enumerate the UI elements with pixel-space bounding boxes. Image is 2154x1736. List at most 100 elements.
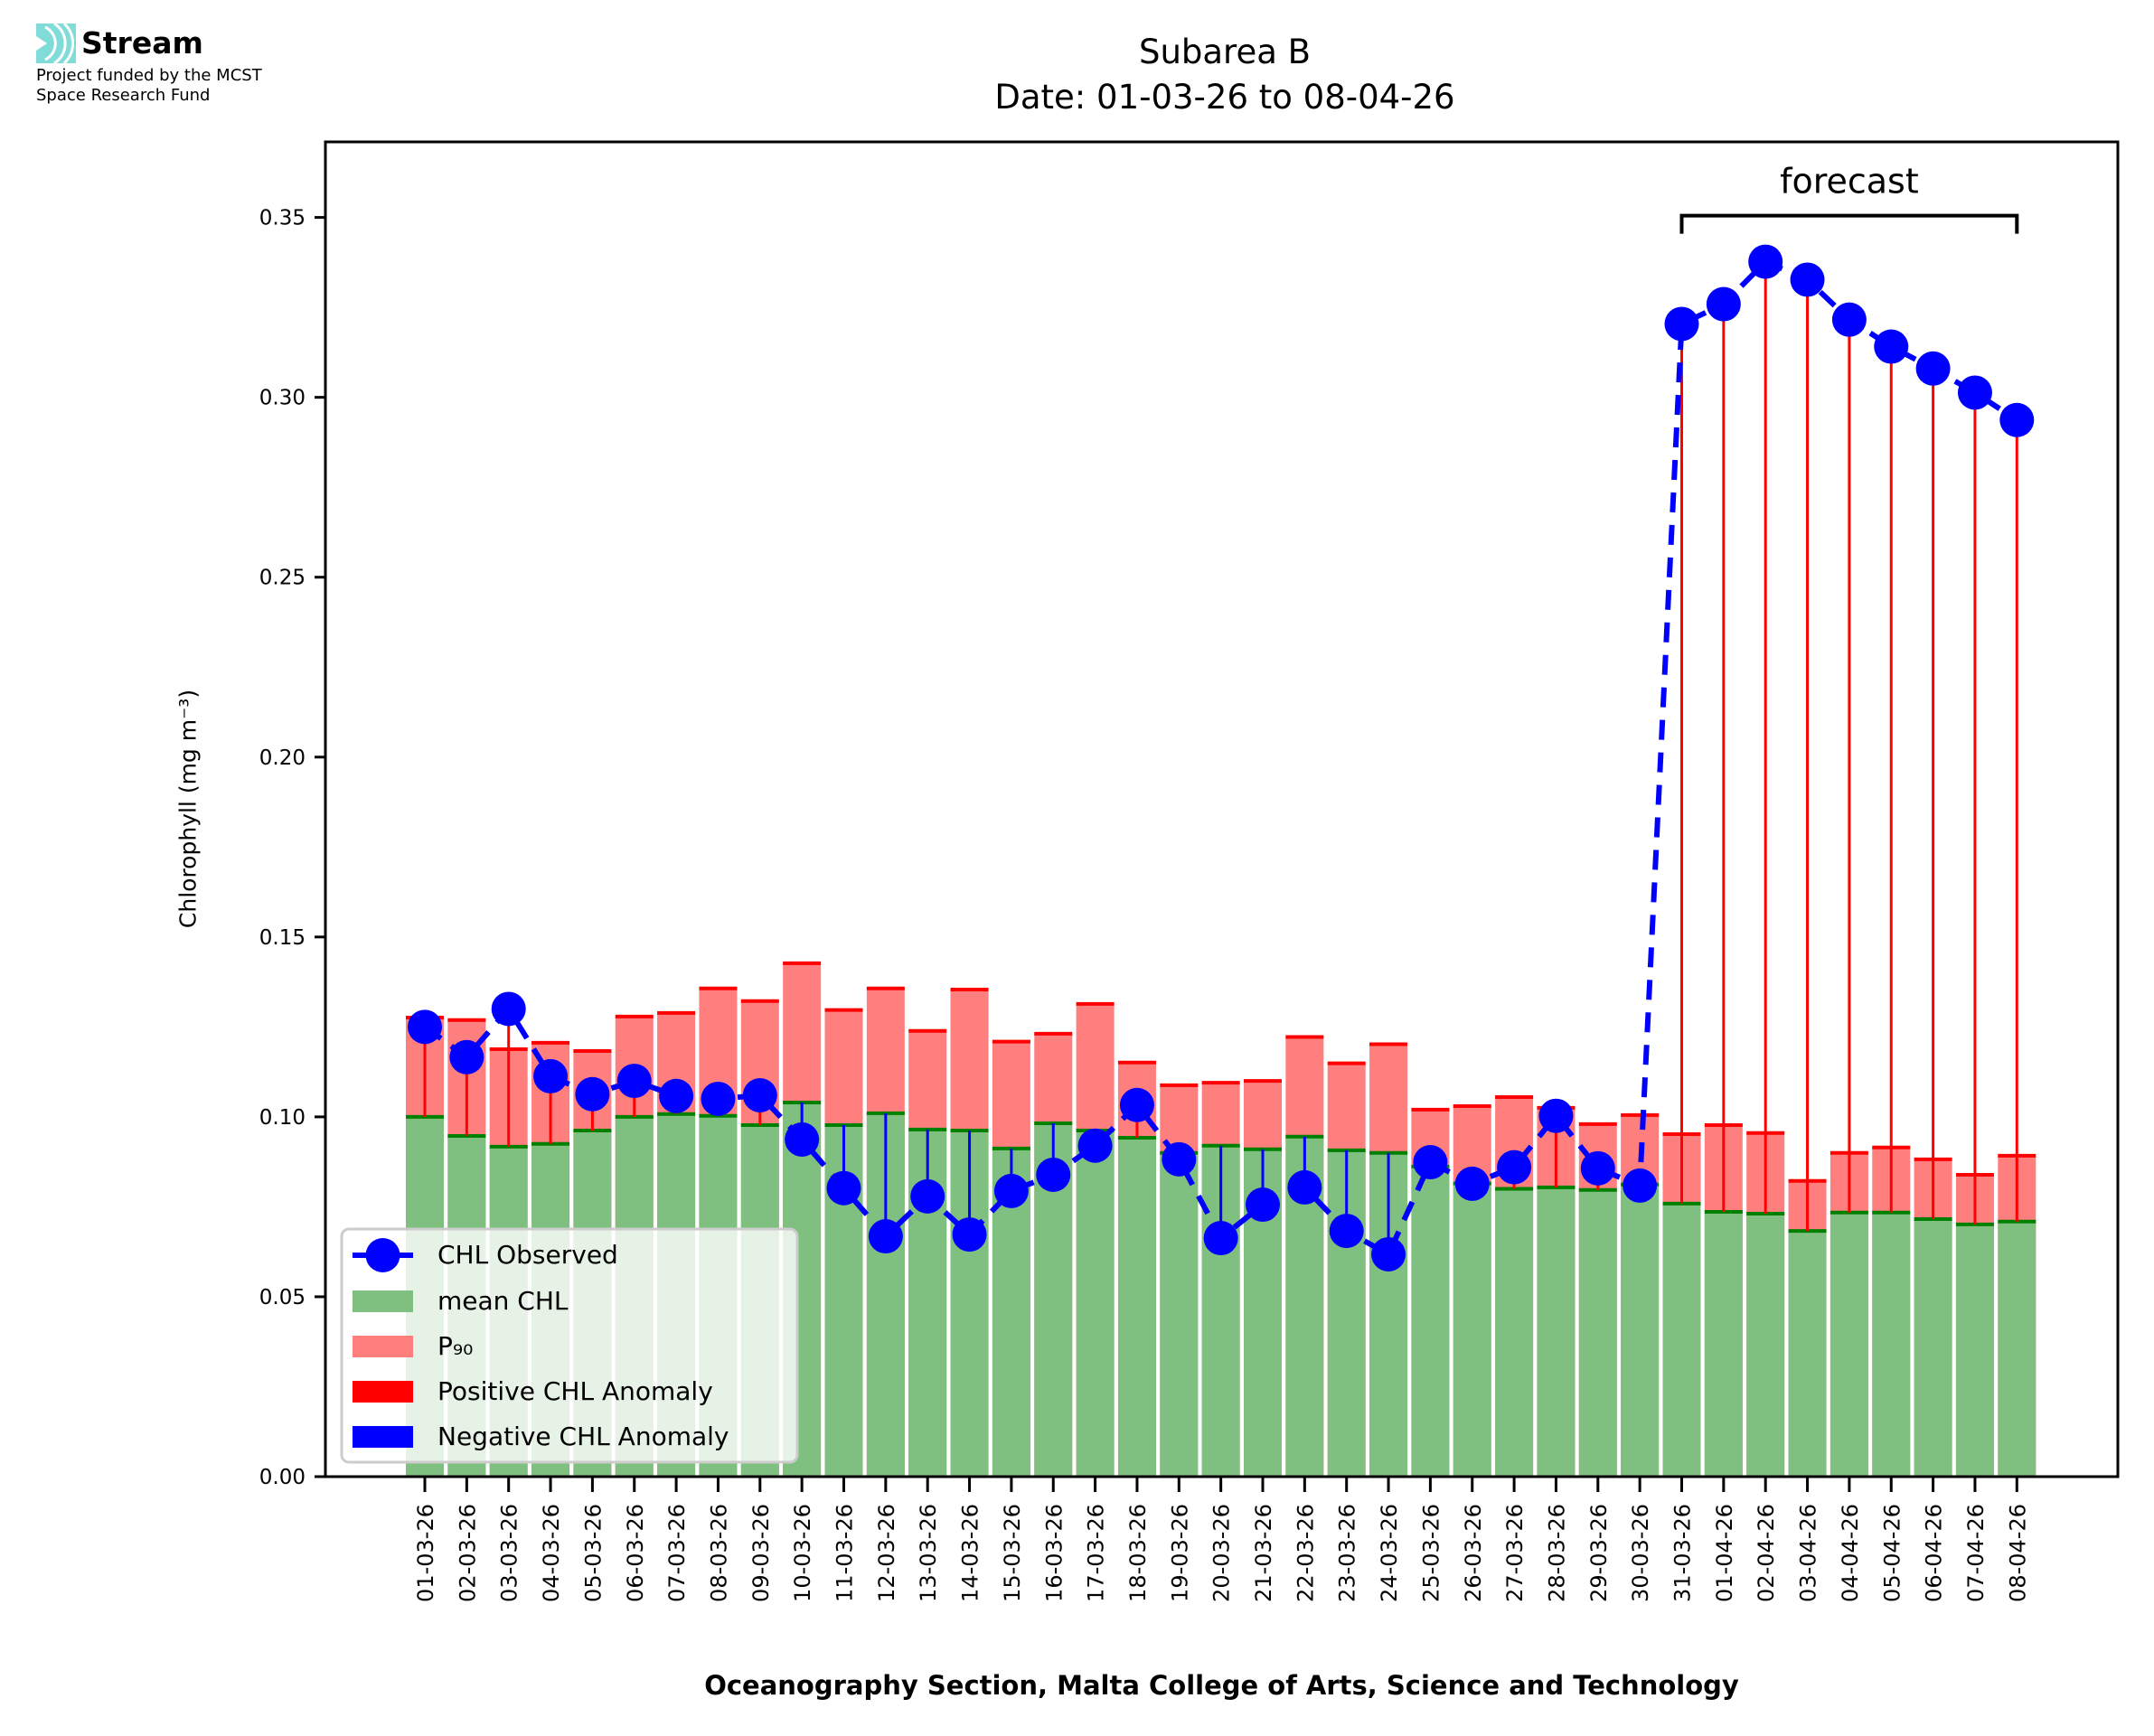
observed-point [575,1076,610,1112]
observed-point [1874,329,1909,364]
x-tick-label: 05-04-26 [1879,1504,1905,1602]
legend-label-negative-anomaly: Negative CHL Anomaly [437,1422,729,1451]
anomaly-stems-layer [423,261,2018,1254]
x-tick-label: 06-03-26 [623,1504,648,1602]
mean-bar [1788,1231,1827,1477]
x-tick-label: 10-03-26 [790,1504,815,1602]
x-tick-label: 21-03-26 [1251,1504,1276,1602]
x-tick-label: 02-04-26 [1754,1504,1779,1602]
x-tick-label: 12-03-26 [874,1504,899,1602]
x-tick-label: 08-03-26 [706,1504,731,1602]
logo-name: Stream [81,25,203,61]
x-tick-label: 20-03-26 [1209,1504,1235,1602]
observed-point [1371,1236,1406,1272]
observed-point [533,1058,569,1093]
x-tick-label: 27-03-26 [1502,1504,1528,1602]
observed-point [1329,1214,1364,1249]
observed-point [868,1219,903,1254]
x-tick-label: 07-03-26 [664,1504,690,1602]
y-tick-label: 0.20 [259,746,306,770]
y-tick-label: 0.15 [259,926,306,950]
y-tick-label: 0.10 [259,1106,306,1130]
observed-point [1246,1187,1280,1223]
observed-point [1748,244,1783,279]
legend-box [340,1227,799,1464]
mean-bar [1872,1212,1911,1477]
legend-label-p90: P₉₀ [437,1331,473,1361]
x-tick-label: 19-03-26 [1167,1504,1192,1602]
legend-label-positive-anomaly: Positive CHL Anomaly [437,1376,713,1406]
x-tick-label: 01-03-26 [413,1504,438,1602]
legend-swatch-mean [353,1290,413,1312]
mean-bar [1914,1218,1952,1477]
x-tick-label: 24-03-26 [1377,1504,1402,1602]
chart-subtitle: Date: 01-03-26 to 08-04-26 [994,78,1455,117]
x-tick-label: 16-03-26 [1041,1504,1067,1602]
x-tick-label: 13-03-26 [916,1504,941,1602]
observed-point [1538,1098,1574,1133]
observed-line-layer [408,244,2035,1272]
observed-point [1623,1168,1658,1203]
mean-bar [1537,1187,1576,1477]
x-tick-label: 02-03-26 [455,1504,480,1602]
mean-bar [1578,1189,1617,1477]
x-tick-label: 14-03-26 [958,1504,983,1602]
observed-point [1036,1157,1071,1192]
observed-point [993,1173,1029,1208]
observed-point [1454,1166,1490,1201]
mean-bar [1998,1221,2036,1477]
chart-title: Subarea B [1138,33,1312,71]
y-tick-label: 0.05 [259,1286,306,1309]
legend: CHL Observed mean CHL P₉₀ Positive CHL Anom… [340,1227,799,1464]
x-tick-label: 06-04-26 [1922,1504,1947,1602]
x-tick-label: 17-03-26 [1084,1504,1109,1602]
observed-point [1580,1150,1615,1186]
observed-point [491,991,526,1027]
observed-point [1162,1141,1197,1177]
observed-point [701,1081,736,1116]
forecast-label: forecast [1780,162,1919,202]
mean-bar [1621,1184,1660,1477]
observed-point [952,1217,987,1253]
x-tick-label: 07-04-26 [1963,1504,1989,1602]
observed-point [1915,351,1951,386]
observed-point [659,1078,694,1113]
y-tick-label: 0.00 [259,1466,306,1489]
x-tick-label: 31-03-26 [1670,1504,1696,1602]
x-tick-label: 22-03-26 [1293,1504,1318,1602]
mean-bar [1117,1137,1156,1477]
observed-point [910,1178,945,1214]
y-tick-label: 0.25 [259,567,306,590]
mean-bar [1076,1131,1115,1477]
observed-point [1077,1128,1113,1163]
observed-point [826,1170,861,1206]
mean-bar [1704,1211,1743,1477]
y-tick-label: 0.35 [259,207,306,230]
y-tick-label: 0.30 [259,387,306,410]
x-tick-label: 25-03-26 [1418,1504,1444,1602]
x-tick-label: 15-03-26 [1000,1504,1025,1602]
logo-subtitle-line1: Project funded by the MCST [36,66,262,85]
mean-bar [1746,1213,1785,1477]
x-tick-label: 04-03-26 [539,1504,564,1602]
logo-subtitle: Project funded by the MCST Space Researc… [36,66,262,106]
mean-bar [1160,1152,1199,1477]
mean-bar [1495,1188,1534,1477]
observed-point [1999,402,2035,437]
x-tick-label: 03-04-26 [1796,1504,1821,1602]
x-tick-label: 23-03-26 [1335,1504,1360,1602]
stream-waves-icon [36,23,76,63]
legend-marker-observed [365,1238,400,1272]
legend-swatch-negative-anomaly [353,1426,413,1448]
x-tick-label: 04-04-26 [1838,1504,1863,1602]
x-tick-label: 09-03-26 [748,1504,774,1602]
observed-point [1497,1150,1532,1185]
x-tick-label: 18-03-26 [1125,1504,1151,1602]
mean-bar [1829,1212,1868,1477]
forecast-bracket [1679,213,2019,234]
forecast-annotation: forecast [1679,162,2019,234]
x-tick-label: 05-03-26 [580,1504,606,1602]
x-tick-label: 30-03-26 [1628,1504,1653,1602]
x-tick-label: 01-04-26 [1712,1504,1737,1602]
